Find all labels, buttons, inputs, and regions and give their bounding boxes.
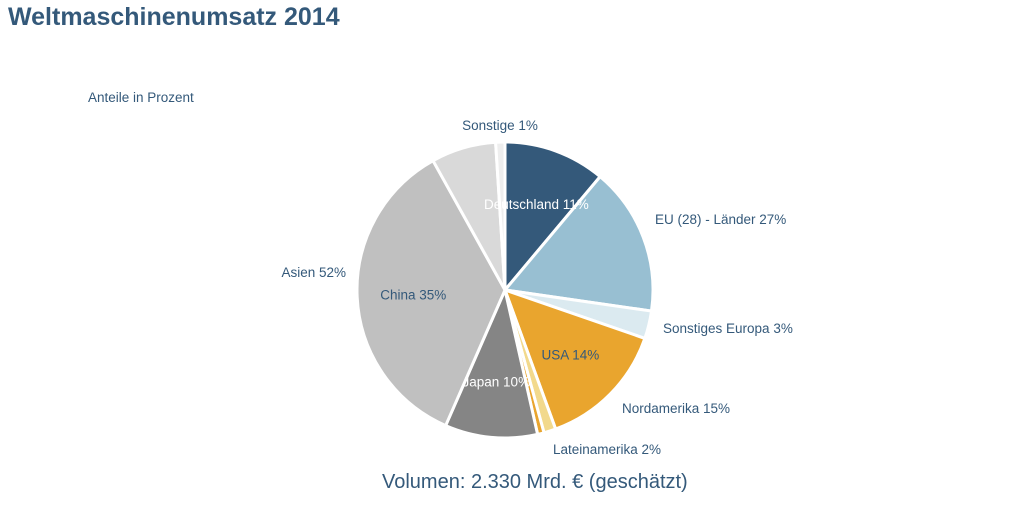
pie-slice-0	[503, 140, 602, 292]
chart-title: Weltmaschinenumsatz 2014	[8, 3, 340, 31]
pie-slice-label-0: Deutschland 11%	[484, 197, 589, 212]
pie-slice-1	[503, 175, 655, 313]
pie-slice-3	[503, 288, 647, 431]
chart-subtitle: Anteile in Prozent	[88, 90, 194, 105]
pie-slice-label-6: Japan 10%	[463, 374, 531, 389]
chart-footer: Volumen: 2.330 Mrd. € (geschätzt)	[382, 471, 688, 493]
pie-slice-9	[494, 140, 507, 292]
pie-slice-7	[355, 159, 507, 428]
pie-slice-label-7: China 35%	[380, 287, 446, 302]
group-label-eu: EU (28) - Länder 27%	[655, 212, 786, 227]
group-label-sonstige: Sonstige 1%	[462, 118, 538, 133]
group-label-asien: Asien 52%	[281, 265, 346, 280]
pie-inner-labels: Deutschland 11% USA 14% Japan 10% China 35%	[380, 197, 599, 389]
pie-group-labels: Sonstige 1% EU (28) - Länder 27% Sonstig…	[281, 118, 792, 457]
pie-slices	[355, 140, 655, 440]
pie-slice-6	[444, 288, 540, 440]
pie-slice-label-3: USA 14%	[542, 347, 600, 362]
group-label-lateinamerika: Lateinamerika 2%	[553, 442, 661, 457]
group-label-nordamerika: Nordamerika 15%	[622, 401, 730, 416]
group-label-sonstiges-europa: Sonstiges Europa 3%	[663, 321, 793, 336]
